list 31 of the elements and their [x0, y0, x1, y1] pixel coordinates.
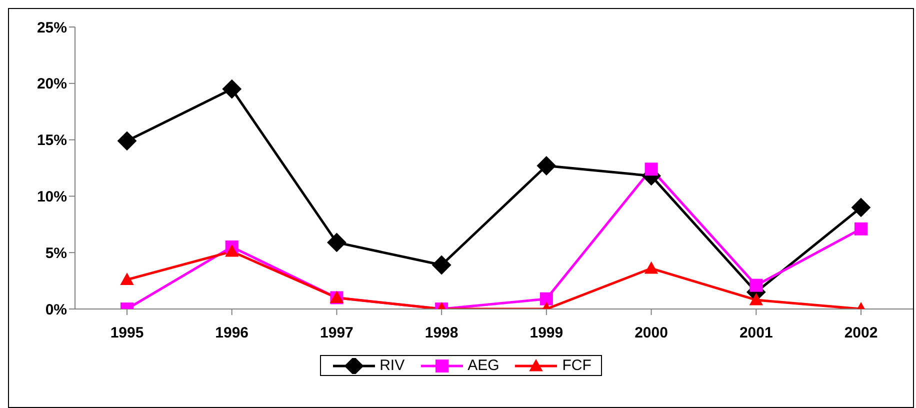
y-tick-label: 15% [36, 132, 67, 150]
x-tick-label: 1999 [530, 324, 564, 342]
point [750, 293, 763, 306]
x-tick-label: 2001 [739, 324, 773, 342]
point [540, 292, 553, 306]
point [118, 131, 136, 150]
legend-label: FCF [562, 357, 592, 374]
x-tick-label: 1997 [320, 324, 354, 342]
point [120, 273, 134, 285]
point [327, 232, 346, 252]
point [222, 80, 242, 99]
point [644, 162, 658, 176]
x-tick-label: 1998 [424, 324, 458, 342]
y-tick-label: 20% [36, 76, 67, 93]
point [644, 262, 658, 274]
point [854, 222, 868, 236]
point [225, 244, 238, 257]
y-tick-label: 10% [36, 188, 67, 206]
legend-label: RIV [380, 357, 405, 374]
x-tick-label: 1996 [215, 324, 249, 342]
y-tick-label: 0% [45, 301, 67, 318]
legend-label: AEG [468, 357, 500, 374]
x-tick-label: 2000 [634, 324, 668, 342]
point [852, 198, 870, 217]
x-tick-label: 2002 [844, 324, 878, 342]
point [750, 278, 763, 292]
y-tick-label: 25% [36, 19, 67, 36]
point [536, 156, 556, 176]
x-tick-label: 1995 [110, 324, 144, 342]
point [432, 256, 452, 275]
y-tick-label: 5% [45, 244, 67, 262]
